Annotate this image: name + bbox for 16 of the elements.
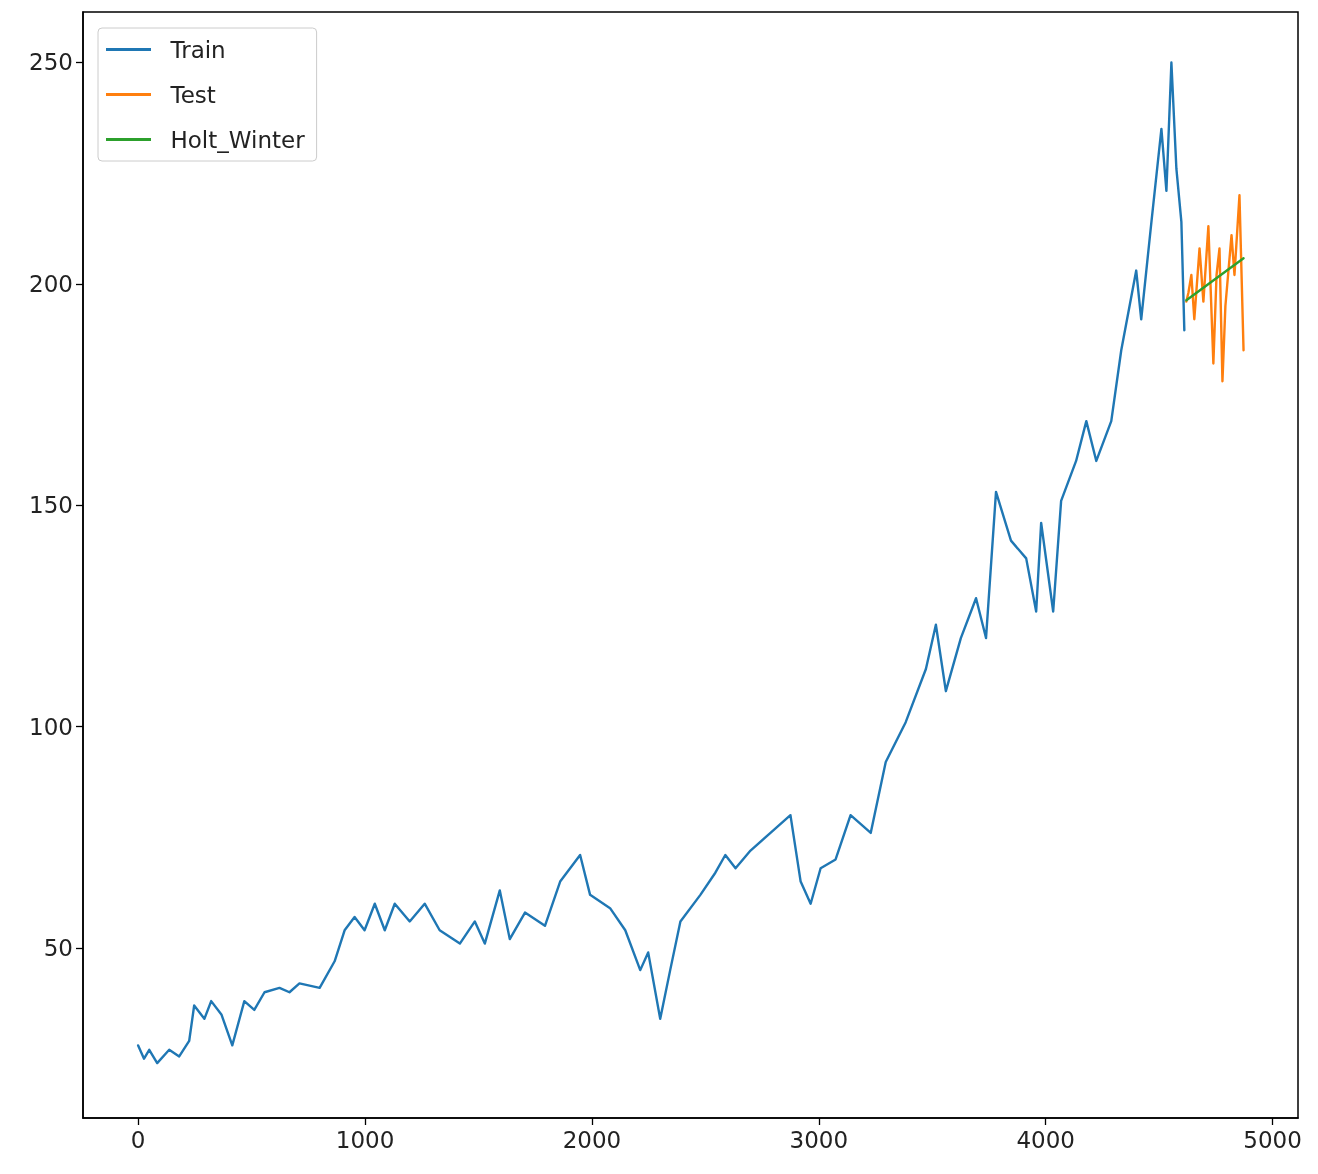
y-tick-label: 250 [29,49,73,76]
line-series [136,61,1186,1065]
x-tick-label: 4000 [1016,1126,1075,1153]
y-tick-label: 100 [29,713,73,740]
x-tick-label: 0 [130,1126,146,1153]
x-tick-label: 2000 [562,1126,622,1153]
line-series [1185,194,1245,383]
x-tick-label: 1000 [335,1126,395,1153]
y-tick-label: 50 [43,934,73,961]
y-tick-label: 150 [29,492,73,519]
x-tick-label: 5000 [1243,1126,1302,1153]
legend-label: Train [169,36,226,63]
legend-label: Test [169,81,216,108]
y-tick-label: 200 [29,270,73,297]
legend-label: Holt_Winter [170,126,306,153]
x-tick-label: 3000 [789,1126,849,1153]
